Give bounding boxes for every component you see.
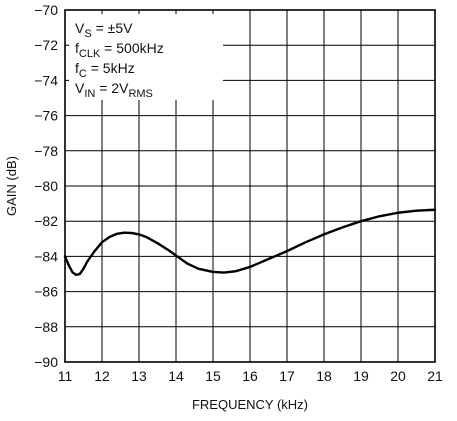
y-tick-label: −78 (34, 143, 58, 159)
x-tick-labels: 11 12 13 14 15 16 17 18 19 20 21 (58, 368, 443, 384)
y-tick-label: −86 (34, 284, 58, 300)
y-tick-label: −82 (34, 213, 58, 229)
y-tick-label: −70 (34, 2, 58, 18)
annotation-vs: VS = ±5V (75, 20, 133, 40)
x-tick-label: 21 (427, 368, 443, 384)
x-tick-label: 18 (316, 368, 332, 384)
annotation-backdrop (69, 14, 223, 100)
annotation-fc: fC = 5kHz (75, 60, 135, 80)
x-tick-label: 12 (94, 368, 110, 384)
x-tick-label: 11 (58, 368, 73, 384)
plot-frame (64, 9, 436, 363)
x-tick-label: 13 (131, 368, 147, 384)
x-tick-label: 14 (168, 368, 184, 384)
gain-series-line (63, 208, 437, 277)
x-axis-label: FREQUENCY (kHz) (192, 397, 308, 412)
y-tick-label: −88 (34, 319, 58, 335)
y-tick-label: −72 (34, 37, 58, 53)
y-tick-label: −84 (34, 248, 58, 264)
x-tick-label: 19 (353, 368, 369, 384)
y-axis-label: GAIN (dB) (4, 156, 19, 216)
y-tick-labels: −70 −72 −74 −76 −78 −80 −82 −84 −86 −88 −90 (34, 2, 58, 370)
x-tick-label: 20 (390, 368, 406, 384)
y-tick-label: −90 (34, 354, 58, 370)
annotation-fclk: fCLK = 500kHz (75, 40, 164, 60)
annotation-vin: VIN = 2VRMS (75, 80, 153, 100)
x-tick-label: 17 (279, 368, 295, 384)
y-tick-label: −74 (34, 72, 58, 88)
y-tick-label: −76 (34, 108, 58, 124)
x-tick-label: 15 (205, 368, 221, 384)
y-tick-label: −80 (34, 178, 58, 194)
series-layer (63, 208, 437, 277)
x-tick-label: 16 (242, 368, 258, 384)
conditions-annotation: VS = ±5V fCLK = 500kHz fC = 5kHz VIN = 2… (69, 14, 223, 100)
